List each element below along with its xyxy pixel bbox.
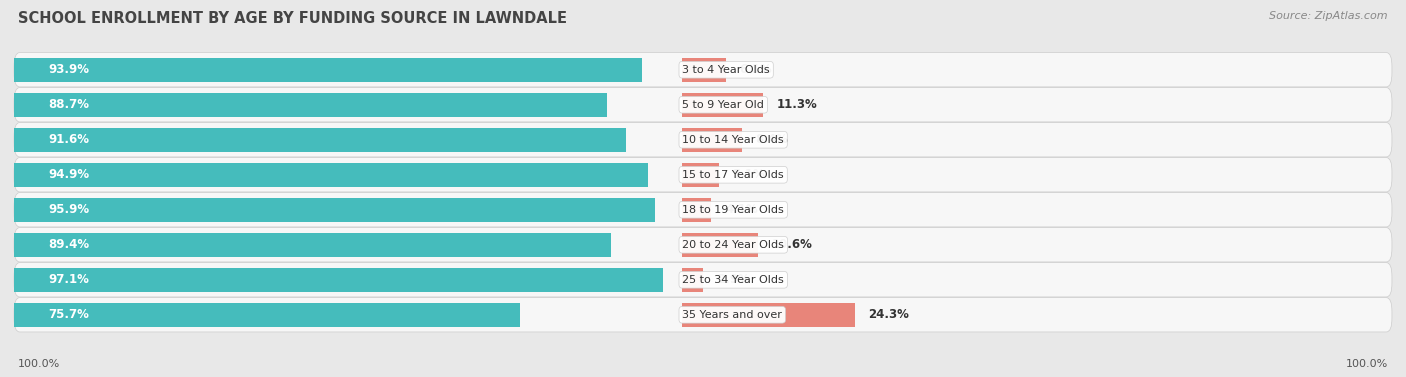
- FancyBboxPatch shape: [14, 87, 1392, 122]
- Bar: [14, 233, 612, 257]
- Legend: Public School, Private School: Public School, Private School: [585, 375, 821, 377]
- Bar: [14, 93, 607, 116]
- Text: SCHOOL ENROLLMENT BY AGE BY FUNDING SOURCE IN LAWNDALE: SCHOOL ENROLLMENT BY AGE BY FUNDING SOUR…: [18, 11, 567, 26]
- Text: 94.9%: 94.9%: [48, 168, 90, 181]
- Text: Source: ZipAtlas.com: Source: ZipAtlas.com: [1270, 11, 1388, 21]
- Text: 8.4%: 8.4%: [755, 133, 789, 146]
- Text: 10.6%: 10.6%: [772, 238, 813, 251]
- Text: 25 to 34 Year Olds: 25 to 34 Year Olds: [682, 275, 785, 285]
- Text: 100.0%: 100.0%: [18, 359, 60, 369]
- FancyBboxPatch shape: [14, 298, 1392, 332]
- Bar: [682, 303, 855, 327]
- Text: 15 to 17 Year Olds: 15 to 17 Year Olds: [682, 170, 785, 180]
- Text: 4.1%: 4.1%: [725, 203, 758, 216]
- Text: 89.4%: 89.4%: [48, 238, 90, 251]
- Text: 88.7%: 88.7%: [48, 98, 90, 111]
- FancyBboxPatch shape: [14, 53, 1392, 87]
- Text: 11.3%: 11.3%: [776, 98, 817, 111]
- Text: 20 to 24 Year Olds: 20 to 24 Year Olds: [682, 240, 785, 250]
- Bar: [682, 58, 725, 82]
- Bar: [682, 233, 758, 257]
- Text: 97.1%: 97.1%: [48, 273, 90, 286]
- Text: 95.9%: 95.9%: [48, 203, 90, 216]
- Text: 91.6%: 91.6%: [48, 133, 90, 146]
- Text: 2.9%: 2.9%: [717, 273, 749, 286]
- Bar: [14, 198, 655, 222]
- Bar: [14, 128, 626, 152]
- Text: 10 to 14 Year Olds: 10 to 14 Year Olds: [682, 135, 785, 145]
- FancyBboxPatch shape: [14, 228, 1392, 262]
- Bar: [682, 163, 718, 187]
- Text: 6.1%: 6.1%: [740, 63, 772, 76]
- Text: 5 to 9 Year Old: 5 to 9 Year Old: [682, 100, 765, 110]
- Bar: [14, 303, 520, 327]
- Bar: [682, 198, 711, 222]
- Bar: [682, 93, 762, 116]
- Bar: [682, 128, 742, 152]
- Text: 93.9%: 93.9%: [48, 63, 90, 76]
- FancyBboxPatch shape: [14, 193, 1392, 227]
- Text: 35 Years and over: 35 Years and over: [682, 310, 782, 320]
- Bar: [14, 268, 664, 292]
- Bar: [682, 268, 703, 292]
- Text: 18 to 19 Year Olds: 18 to 19 Year Olds: [682, 205, 785, 215]
- Text: 75.7%: 75.7%: [48, 308, 90, 321]
- FancyBboxPatch shape: [14, 263, 1392, 297]
- FancyBboxPatch shape: [14, 158, 1392, 192]
- Bar: [14, 163, 648, 187]
- Text: 100.0%: 100.0%: [1346, 359, 1388, 369]
- Text: 3 to 4 Year Olds: 3 to 4 Year Olds: [682, 65, 770, 75]
- Text: 5.1%: 5.1%: [733, 168, 765, 181]
- Bar: [14, 58, 641, 82]
- Text: 24.3%: 24.3%: [869, 308, 910, 321]
- FancyBboxPatch shape: [14, 123, 1392, 157]
